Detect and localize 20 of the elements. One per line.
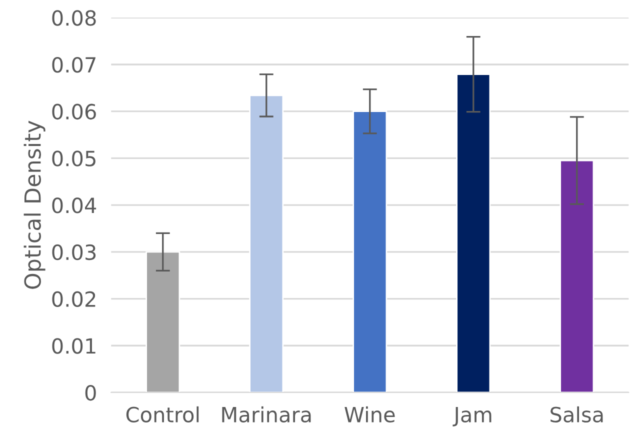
- y-tick-label: 0.02: [52, 291, 96, 307]
- bar: [249, 94, 284, 392]
- y-tick-label: 0.07: [52, 56, 96, 73]
- bar: [456, 74, 491, 392]
- x-tick-label: Marinara: [222, 406, 311, 423]
- x-tick-label: Wine: [344, 406, 395, 423]
- x-tick-label: Control: [126, 406, 199, 423]
- bar: [352, 110, 388, 392]
- y-tick-label: 0.08: [52, 10, 96, 26]
- y-tick-label: 0: [85, 384, 96, 401]
- y-tick-label: 0.04: [52, 198, 96, 214]
- bar: [560, 160, 594, 392]
- x-tick-label: Salsa: [550, 406, 603, 423]
- y-tick-label: 0.05: [52, 150, 96, 166]
- x-tick-label: Jam: [452, 407, 492, 426]
- y-axis-title: Optical Density: [24, 120, 46, 289]
- bar: [146, 251, 180, 392]
- y-tick-label: 0.01: [52, 338, 96, 354]
- y-tick-label: 0.03: [52, 244, 96, 260]
- y-tick-label: 0.06: [52, 104, 96, 120]
